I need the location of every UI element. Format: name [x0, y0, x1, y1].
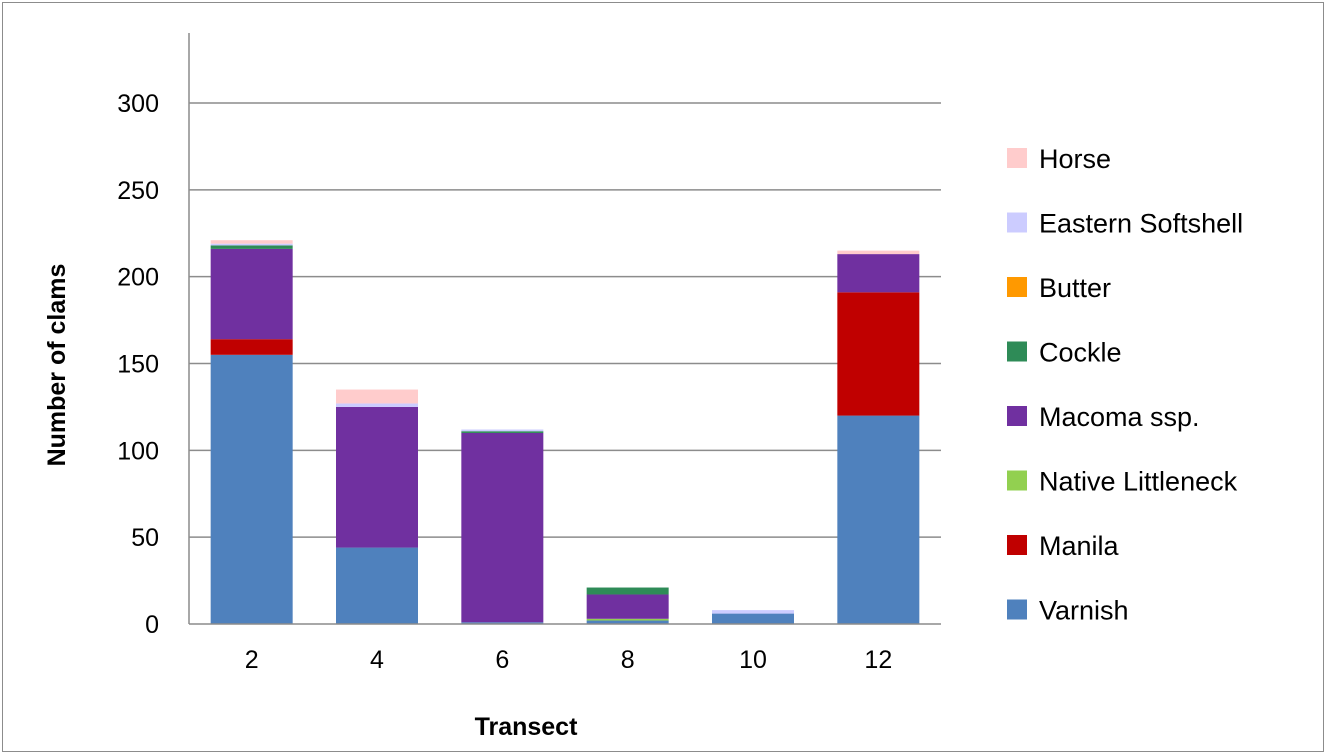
y-tick-label: 200	[117, 264, 159, 292]
bar-segment	[586, 620, 669, 624]
legend-item: Eastern Softshell	[1007, 209, 1243, 239]
legend-label: Horse	[1039, 144, 1111, 174]
bar-segment	[210, 240, 293, 244]
bar-segment	[586, 594, 669, 619]
legend-label: Varnish	[1039, 596, 1129, 626]
bar-segment	[837, 254, 920, 293]
bar-segment	[210, 243, 293, 246]
legend-swatch	[1007, 212, 1027, 233]
legend: Horse Eastern Softshell Butter Cockle Macoma…	[1007, 144, 1243, 626]
bar-segment	[336, 389, 418, 404]
bar-segment	[712, 610, 794, 614]
legend-swatch	[1007, 470, 1027, 491]
y-axis-title: Number of clams	[43, 264, 71, 467]
legend-swatch	[1007, 535, 1027, 555]
bar-segment	[461, 429, 544, 432]
y-tick-label: 50	[131, 524, 159, 552]
bar-segment	[712, 613, 794, 624]
bar-segment	[461, 432, 544, 623]
bar-segment	[336, 547, 418, 624]
x-tick-label: 2	[245, 646, 259, 674]
x-tick-label: 8	[621, 646, 635, 674]
legend-swatch	[1007, 599, 1027, 620]
bar-segment	[461, 622, 544, 624]
x-axis-title: Transect	[475, 713, 579, 741]
legend-item: Varnish	[1007, 596, 1129, 626]
legend-label: Macoma ssp.	[1039, 402, 1200, 432]
bar-segment	[837, 250, 920, 255]
y-tick-label: 0	[145, 611, 159, 639]
legend-item: Macoma ssp.	[1007, 402, 1200, 432]
y-tick-label: 250	[117, 177, 159, 205]
legend-swatch	[1007, 148, 1027, 168]
axes	[188, 33, 941, 625]
legend-item: Manila	[1007, 531, 1120, 561]
bar-segment	[336, 403, 418, 407]
legend-item: Cockle	[1007, 338, 1122, 368]
legend-label: Butter	[1039, 273, 1111, 303]
y-tick-label: 100	[117, 437, 159, 465]
legend-swatch	[1007, 406, 1027, 426]
bar-segment	[210, 245, 293, 249]
x-tick-label: 12	[864, 646, 892, 674]
bar-segment	[837, 415, 920, 624]
legend-item: Native Littleneck	[1007, 467, 1238, 497]
gridlines	[189, 102, 941, 538]
bar-segment	[586, 618, 669, 621]
bar-segment	[586, 587, 669, 595]
x-tick-label: 4	[370, 646, 384, 674]
y-tick-labels: 0 50 100 150 200 250 300	[117, 90, 159, 639]
legend-label: Eastern Softshell	[1039, 209, 1243, 239]
legend-label: Native Littleneck	[1039, 467, 1238, 497]
bar-segment	[336, 406, 418, 548]
x-tick-label: 10	[739, 646, 767, 674]
stacked-bar-chart: 0 50 100 150 200 250 300 2 4 6 8 10 12 Transect Num…	[43, 33, 1243, 741]
bars	[210, 240, 920, 624]
bar-segment	[461, 431, 544, 433]
x-tick-labels: 2 4 6 8 10 12	[245, 646, 893, 674]
bar-segment	[210, 354, 293, 624]
y-tick-label: 150	[117, 351, 159, 379]
bar-segment	[210, 339, 293, 355]
x-tick-label: 6	[495, 646, 509, 674]
legend-label: Manila	[1039, 531, 1120, 561]
legend-swatch	[1007, 277, 1027, 297]
legend-item: Horse	[1007, 144, 1111, 174]
legend-swatch	[1007, 341, 1027, 362]
legend-label: Cockle	[1039, 338, 1122, 368]
legend-item: Butter	[1007, 273, 1111, 303]
y-tick-label: 300	[117, 90, 159, 118]
bar-segment	[837, 292, 920, 416]
bar-segment	[210, 248, 293, 340]
